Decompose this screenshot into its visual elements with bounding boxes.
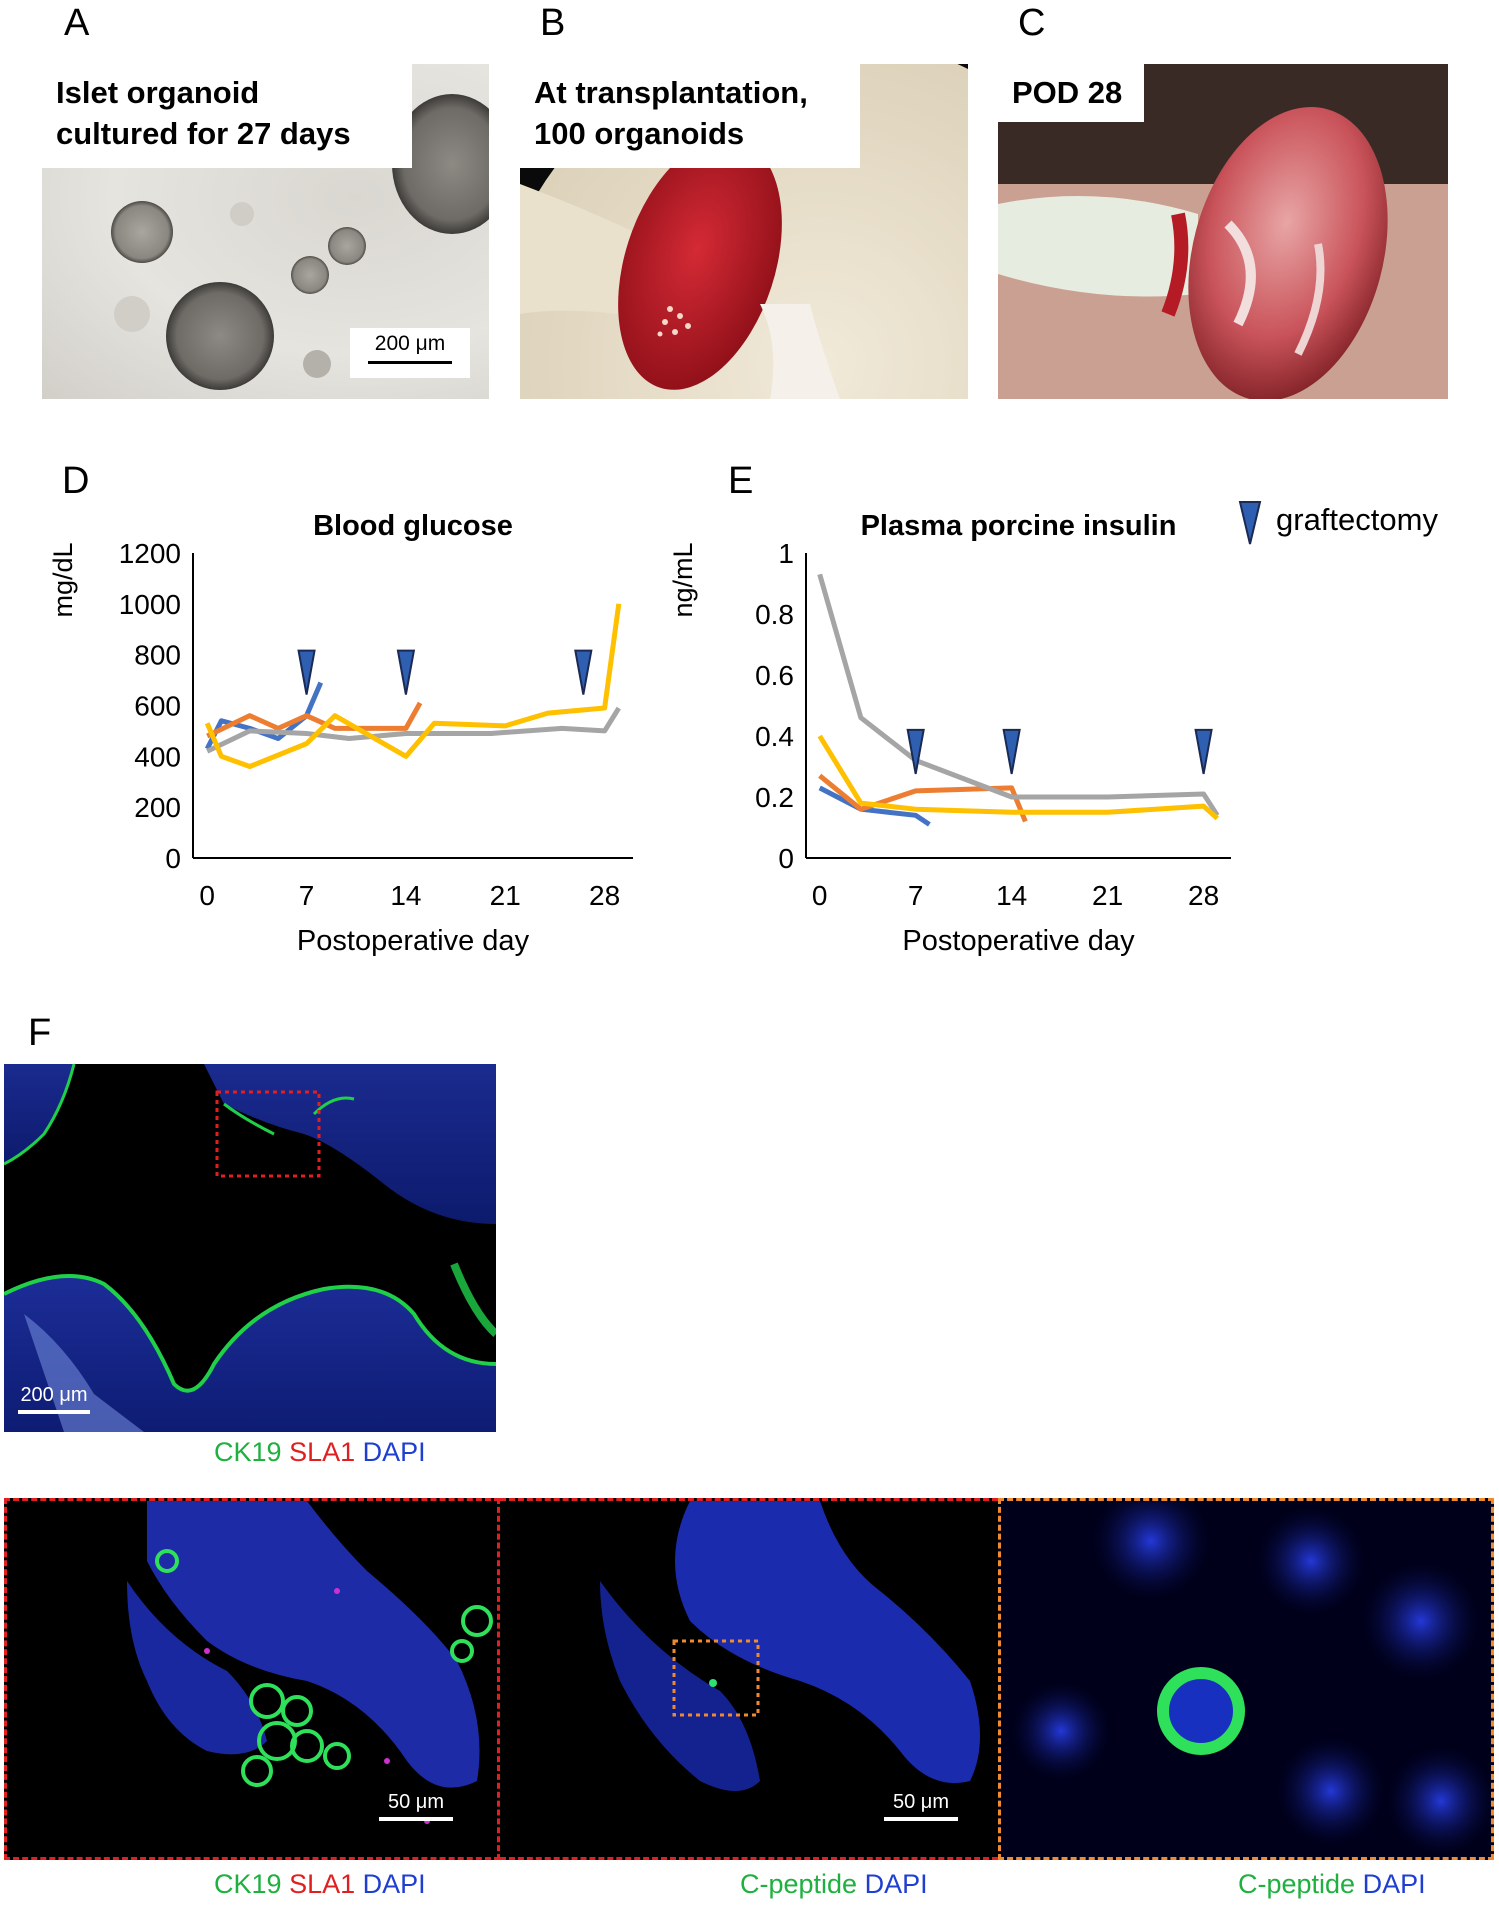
graftectomy-marker-icon [1238,501,1262,545]
overview-stain-legend: CK19 SLA1 DAPI [214,1437,426,1468]
glucose-ytick-label: 600 [134,691,181,722]
insulin-ytick-label: 0.8 [755,599,794,630]
stain-ck19-label: CK19 [214,1437,282,1467]
glucose-graftectomy-marker [396,649,416,695]
pod28-photo [998,64,1448,399]
glucose-xtick-label: 28 [589,880,620,911]
zoom-ck19-stain-legend: CK19 SLA1 DAPI [214,1869,426,1900]
glucose-ytick-label: 400 [134,741,181,772]
glucose-ytick-label: 1200 [119,538,181,569]
panel-b-caption: At transplantation, 100 organoids [520,64,860,168]
glucose-xlabel: Postoperative day [297,925,530,957]
zoom-cpeptide-scale-label: 50 μm [893,1791,949,1813]
histology-zoom-cpeptide: 50 μm [500,1498,998,1860]
zoom-ck19-scale-label: 50 μm [388,1791,444,1813]
insulin-series-line-2 [817,573,1220,817]
histology-zoom-cpeptide-illustration [600,1501,980,1791]
glucose-series-line-1 [206,701,423,739]
histology-cpeptide-cell [998,1498,1494,1860]
panel-letter-c: C [1018,2,1046,44]
cell-stain-cpeptide-label: C-peptide [1238,1869,1356,1899]
insulin-ytick-label: 0.6 [755,660,794,691]
stain-sla1-label: SLA1 [289,1437,356,1467]
glucose-graftectomy-marker [297,649,316,695]
panel-a-scale-bar: 200 μm [350,328,470,378]
panel-c-caption-text: POD 28 [1012,75,1123,110]
organoid-illustration [111,94,489,390]
glucose-xtick-label: 14 [390,880,421,911]
insulin-xlabel: Postoperative day [902,925,1135,957]
blood-glucose-chart: Blood glucose mg/dL Postoperative day 0 200 4… [48,510,633,957]
insulin-xtick-label: 7 [908,880,924,911]
panel-b-caption-line1: At transplantation, [534,75,808,110]
histology-zoom-ck19-illustration [127,1501,493,1824]
glucose-series-line-2 [206,706,621,754]
zoom-stain-sla1-label: SLA1 [289,1869,356,1899]
overview-scale-label: 200 μm [20,1384,88,1406]
glucose-ytick-label: 200 [134,792,181,823]
zoom-cpeptide-scale-bar: 50 μm [884,1791,958,1821]
glucose-ytick-label: 0 [165,843,181,874]
panel-c-caption: POD 28 [998,64,1144,122]
insulin-ylabel: ng/mL [668,542,698,617]
plasma-insulin-chart: Plasma porcine insulin ng/mL Postoperative… [668,510,1231,957]
panel-a-caption: Islet organoid cultured for 27 days [42,64,412,168]
panel-letter-f: F [28,1012,52,1054]
histology-overview: 200 μm [4,1064,496,1432]
glucose-xtick-label: 7 [299,880,315,911]
stain-dapi-label: DAPI [362,1437,426,1467]
panel-letter-d: D [62,460,90,502]
zoom-ck19-scale-bar: 50 μm [379,1791,453,1821]
zoom-stain-ck19-label: CK19 [214,1869,282,1899]
insulin-xtick-label: 21 [1092,880,1123,911]
panel-a-caption-line2: cultured for 27 days [56,116,351,151]
insulin-ytick-label: 0 [778,843,794,874]
insulin-xtick-label: 28 [1188,880,1219,911]
insulin-title: Plasma porcine insulin [861,510,1177,542]
glucose-ylabel: mg/dL [48,542,78,617]
insulin-ytick-label: 0.4 [755,721,794,752]
panel-letter-b: B [540,2,566,44]
panel-a-caption-line1: Islet organoid [56,75,260,110]
insulin-xtick-label: 14 [996,880,1027,911]
zoom-cpeptide-stain-legend: C-peptide DAPI [740,1869,928,1900]
glucose-title: Blood glucose [313,510,513,542]
panel-letter-e: E [728,460,754,502]
pod28-illustration [998,64,1448,399]
panel-a-scale-label: 200 μm [374,332,446,355]
insulin-ytick-label: 0.2 [755,782,794,813]
insulin-graftectomy-marker [906,728,925,775]
zoom-stain-dapi2-label: DAPI [864,1869,928,1899]
insulin-graftectomy-marker [1002,728,1021,775]
zoom-stain-cpeptide-label: C-peptide [740,1869,858,1899]
glucose-ytick-label: 1000 [119,589,181,620]
panel-letter-a: A [64,2,90,44]
histology-zoom-ck19: 50 μm [4,1498,500,1860]
overview-scale-bar: 200 μm [18,1384,90,1414]
insulin-series-line-3 [817,734,1219,821]
glucose-xtick-label: 0 [199,880,215,911]
panel-b-caption-line2: 100 organoids [534,116,745,151]
glucose-ytick-label: 800 [134,640,181,671]
insulin-graftectomy-marker [1194,728,1213,775]
glucose-graftectomy-marker [574,649,593,695]
zoom-stain-dapi-label: DAPI [362,1869,426,1899]
graftectomy-legend-label: graftectomy [1276,502,1438,537]
cell-cpeptide-stain-legend: C-peptide DAPI [1238,1869,1426,1900]
insulin-xtick-label: 0 [812,880,828,911]
glucose-xtick-label: 21 [490,880,521,911]
cell-stain-dapi-label: DAPI [1362,1869,1426,1899]
histology-overview-illustration [4,1064,496,1432]
insulin-series-line-0 [818,785,931,827]
insulin-ytick-label: 1 [778,538,794,569]
glucose-series-line-3 [204,603,622,769]
histology-cpeptide-cell-illustration [1011,1501,1491,1856]
